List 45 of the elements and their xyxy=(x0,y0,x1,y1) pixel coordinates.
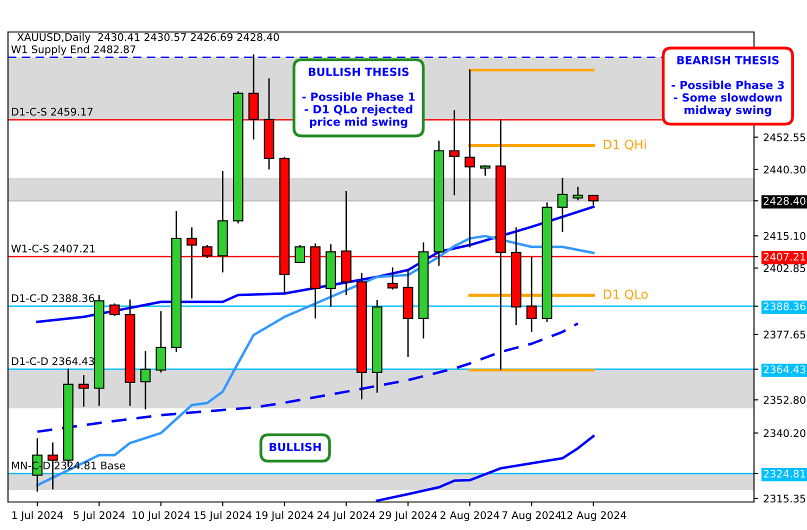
candlestick xyxy=(480,164,490,176)
x-tick-label: 2 Aug 2024 xyxy=(440,511,500,522)
candlestick xyxy=(572,186,584,201)
x-tick-label: 19 Jul 2024 xyxy=(256,511,314,522)
ref-line-label: W1 Supply End 2482.87 xyxy=(11,45,136,56)
candlestick xyxy=(140,350,151,410)
y-tick-label: 2440.30 xyxy=(764,166,806,174)
x-tick-label: 10 Jul 2024 xyxy=(132,511,190,522)
y-tick-label: 2364.43 xyxy=(764,365,806,374)
x-tick-label: 24 Jul 2024 xyxy=(318,511,376,522)
y-tick-label: 2340.20 xyxy=(764,429,806,438)
y-tick-label: 2452.55 xyxy=(764,133,806,142)
y-tick-label: 2324.81 xyxy=(764,470,806,478)
annotation: BULLISH xyxy=(270,442,321,452)
candlestick xyxy=(557,177,568,233)
y-tick-label: 2377.65 xyxy=(764,330,806,339)
ref-line-label: D1-C-S 2459.17 xyxy=(12,108,93,116)
x-tick-label: 1 Jul 2024 xyxy=(12,511,63,522)
candlestick xyxy=(387,266,398,290)
line-series xyxy=(376,434,595,502)
y-tick-label: 2352.80 xyxy=(764,396,806,404)
text: BULLISH THESIS - Possible Phase 1 - D1 QLo rejected price mid swing xyxy=(302,68,415,128)
y-tick-label: 2402.85 xyxy=(764,264,806,272)
y-tick-label: 2428.40 xyxy=(764,197,806,205)
x-tick-label: 7 Aug 2024 xyxy=(502,511,562,522)
ref-line-label: D1-C-D 2388.36 xyxy=(12,294,94,302)
ref-line-label: W1-C-S 2407.21 xyxy=(11,244,95,252)
x-tick-label: 5 Jul 2024 xyxy=(74,511,125,522)
y-tick-label: 2415.10 xyxy=(764,232,806,240)
x-tick-label: 29 Jul 2024 xyxy=(379,511,437,522)
series-label: D1 QHi xyxy=(604,139,646,151)
ref-line-label: D1-C-D 2364.43 xyxy=(12,357,94,366)
series-label: D1 QLo xyxy=(604,289,648,300)
candlestick xyxy=(109,302,120,317)
candlestick xyxy=(588,194,599,206)
candlestick xyxy=(156,310,166,374)
text: BEARISH THESIS - Possible Phase 3 - Some slowdown midway swing xyxy=(672,56,784,116)
y-tick-label: 2315.35 xyxy=(764,494,806,503)
x-tick-label: 12 Aug 2024 xyxy=(561,511,626,522)
chart-title: XAUUSD,Daily 2430.41 2430.57 2426.69 2428.40 xyxy=(17,32,279,44)
y-tick-label: 2407.21 xyxy=(764,252,806,261)
candlestick xyxy=(294,244,306,264)
y-tick-label: 2388.36 xyxy=(764,302,806,310)
candlestick xyxy=(78,374,89,408)
x-tick-label: 15 Jul 2024 xyxy=(194,511,252,522)
